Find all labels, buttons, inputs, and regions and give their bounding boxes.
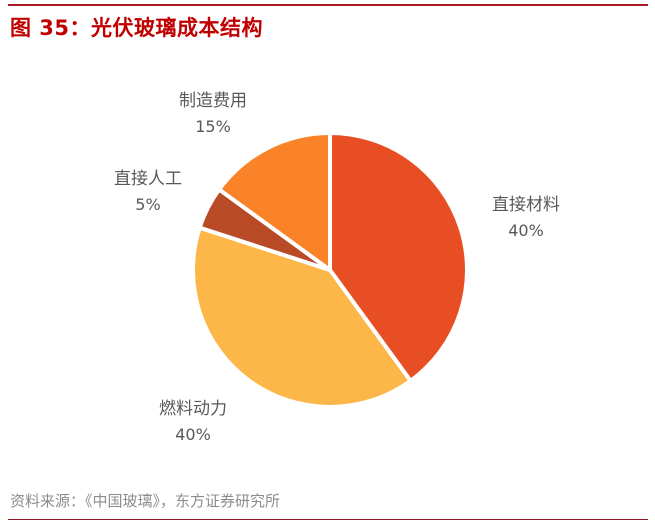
label-pct: 40% [508, 221, 544, 240]
label-manufacturing-cost: 制造费用 15% [165, 88, 261, 140]
label-name: 燃料动力 [159, 399, 227, 419]
bottom-rule [8, 519, 648, 520]
source-note: 资料来源：《中国玻璃》，东方证券研究所 [10, 492, 281, 510]
label-direct-materials: 直接材料 40% [478, 192, 574, 244]
label-name: 制造费用 [179, 91, 247, 111]
label-pct: 15% [195, 117, 231, 136]
label-name: 直接人工 [114, 169, 182, 189]
slice-manufacturing-cost [217, 131, 332, 272]
label-pct: 40% [175, 425, 211, 444]
label-name: 直接材料 [492, 195, 560, 215]
slice-direct-materials [328, 131, 469, 383]
top-rule [8, 4, 648, 6]
label-fuel-power: 燃料动力 40% [145, 396, 241, 448]
label-pct: 5% [135, 195, 161, 214]
label-direct-labor: 直接人工 5% [100, 166, 196, 218]
figure-title: 图 35：光伏玻璃成本结构 [10, 16, 264, 40]
slice-fuel-power [191, 225, 413, 409]
